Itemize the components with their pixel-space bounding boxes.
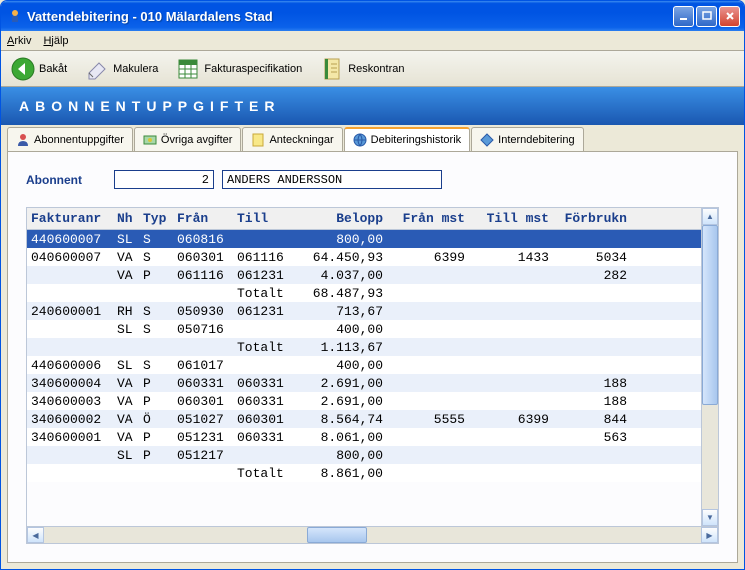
back-label: Bakåt — [39, 63, 67, 75]
table-row[interactable]: 340600001VAP0512310603318.061,00563 — [27, 428, 701, 446]
money-icon — [143, 133, 157, 147]
toolbar: Bakåt Makulera Fakturaspecifikation Resk… — [1, 51, 744, 87]
col-fakturanr[interactable]: Fakturanr — [27, 208, 113, 229]
scroll-right-button[interactable]: ▶ — [701, 527, 718, 543]
close-button[interactable] — [719, 6, 740, 27]
back-icon — [11, 57, 35, 81]
window-title: Vattendebitering - 010 Mälardalens Stad — [27, 9, 673, 24]
menubar: Arkiv Hjälp — [1, 31, 744, 51]
col-franmst[interactable]: Från mst — [387, 208, 469, 229]
table-row[interactable]: Totalt8.861,00 — [27, 464, 701, 482]
table-row[interactable]: 240600001RHS050930061231713,67 — [27, 302, 701, 320]
globe-icon — [353, 133, 367, 147]
minimize-button[interactable] — [673, 6, 694, 27]
makulera-label: Makulera — [113, 63, 158, 75]
reskontran-button[interactable]: Reskontran — [316, 55, 408, 83]
person-icon — [16, 133, 30, 147]
table-row[interactable]: Totalt1.113,67 — [27, 338, 701, 356]
menu-hjalp[interactable]: Hjälp — [43, 35, 68, 47]
scroll-down-button[interactable]: ▼ — [702, 509, 718, 526]
hscroll-thumb[interactable] — [307, 527, 367, 543]
col-nh[interactable]: Nh — [113, 208, 139, 229]
col-till[interactable]: Till — [233, 208, 295, 229]
note-icon — [251, 133, 265, 147]
table-row[interactable]: SLP051217800,00 — [27, 446, 701, 464]
maximize-button[interactable] — [696, 6, 717, 27]
horizontal-scrollbar[interactable]: ◀ ▶ — [27, 526, 718, 543]
tab-abonnentuppgifter[interactable]: Abonnentuppgifter — [7, 127, 133, 151]
tab-interndebitering[interactable]: Interndebitering — [471, 127, 583, 151]
tab-debiteringshistorik[interactable]: Debiteringshistorik — [344, 127, 470, 151]
col-typ[interactable]: Typ — [139, 208, 173, 229]
page-heading: ABONNENTUPPGIFTER — [1, 87, 744, 125]
table-row[interactable]: VAP0611160612314.037,00282 — [27, 266, 701, 284]
tab-strip: Abonnentuppgifter Övriga avgifter Anteck… — [7, 127, 738, 151]
notebook-icon — [320, 57, 344, 81]
abonnent-number-input[interactable] — [114, 170, 214, 189]
fakturaspec-label: Fakturaspecifikation — [204, 63, 302, 75]
scroll-thumb[interactable] — [702, 225, 718, 405]
tab-ovriga-avgifter[interactable]: Övriga avgifter — [134, 127, 242, 151]
scroll-left-button[interactable]: ◀ — [27, 527, 44, 543]
col-fran[interactable]: Från — [173, 208, 233, 229]
tab-anteckningar[interactable]: Anteckningar — [242, 127, 342, 151]
app-window: Vattendebitering - 010 Mälardalens Stad … — [0, 0, 745, 570]
abonnent-name-input[interactable] — [222, 170, 442, 189]
back-button[interactable]: Bakåt — [7, 55, 71, 83]
table-row[interactable]: 340600003VAP0603010603312.691,00188 — [27, 392, 701, 410]
titlebar: Vattendebitering - 010 Mälardalens Stad — [1, 1, 744, 31]
scroll-up-button[interactable]: ▲ — [702, 208, 718, 225]
table-row[interactable]: Totalt68.487,93 — [27, 284, 701, 302]
grid-header: Fakturanr Nh Typ Från Till Belopp Från m… — [27, 208, 701, 230]
table-row[interactable]: 340600004VAP0603310603312.691,00188 — [27, 374, 701, 392]
table-row[interactable]: 340600002VAÖ0510270603018.564,7455556399… — [27, 410, 701, 428]
table-row[interactable]: 440600006SLS061017400,00 — [27, 356, 701, 374]
history-grid: Fakturanr Nh Typ Från Till Belopp Från m… — [26, 207, 719, 544]
reskontran-label: Reskontran — [348, 63, 404, 75]
tab-panel: Abonnent Fakturanr Nh Typ Från Till Belo… — [7, 151, 738, 563]
diamond-icon — [480, 133, 494, 147]
table-row[interactable]: 040600007VAS06030106111664.450,936399143… — [27, 248, 701, 266]
eraser-icon — [85, 57, 109, 81]
col-tillmst[interactable]: Till mst — [469, 208, 553, 229]
abonnent-label: Abonnent — [26, 173, 106, 187]
col-belopp[interactable]: Belopp — [295, 208, 387, 229]
menu-arkiv[interactable]: Arkiv — [7, 35, 31, 47]
fakturaspec-button[interactable]: Fakturaspecifikation — [172, 55, 306, 83]
table-row[interactable]: 440600007SLS060816800,00 — [27, 230, 701, 248]
spreadsheet-icon — [176, 57, 200, 81]
app-icon — [7, 8, 23, 24]
makulera-button[interactable]: Makulera — [81, 55, 162, 83]
vertical-scrollbar[interactable]: ▲ ▼ — [701, 208, 718, 526]
table-row[interactable]: SLS050716400,00 — [27, 320, 701, 338]
col-forbrukn[interactable]: Förbrukn — [553, 208, 631, 229]
